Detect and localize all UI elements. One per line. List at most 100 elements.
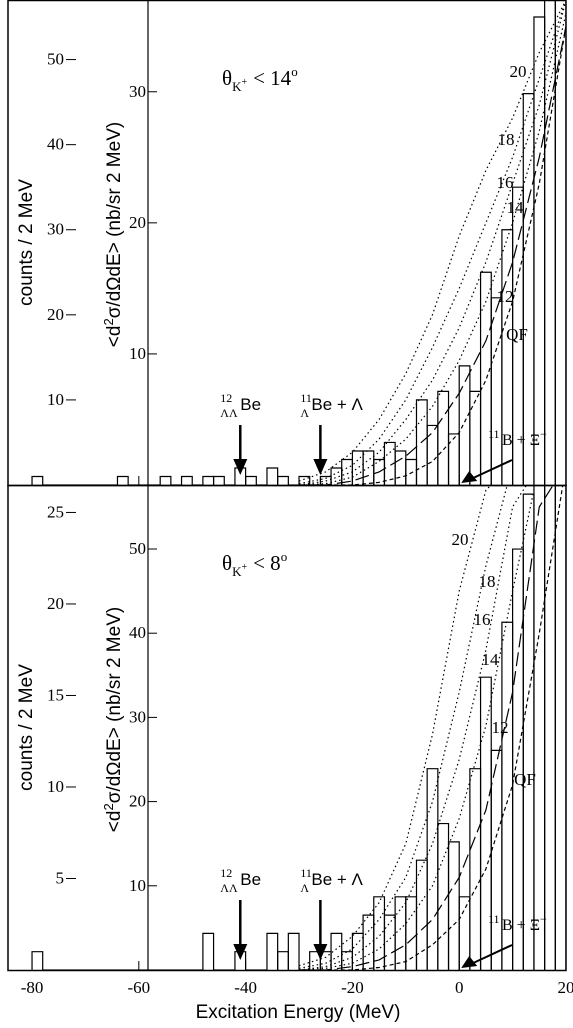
histogram-bin bbox=[287, 932, 300, 970]
y2-tick-label: 50 bbox=[129, 539, 146, 558]
plot-area bbox=[31, 0, 566, 485]
arrow-head bbox=[461, 956, 478, 968]
annotation-mass: 12 bbox=[220, 866, 232, 880]
annotation-part: B + Ξ bbox=[502, 432, 540, 449]
annotation-sup: − bbox=[540, 427, 547, 441]
histogram-bin bbox=[277, 475, 289, 485]
histogram-bin bbox=[116, 475, 129, 485]
arrow-head bbox=[233, 944, 248, 960]
histogram-bin bbox=[544, 485, 556, 970]
panel-label: θK+ < 14o bbox=[222, 64, 298, 94]
label-symbol: θ bbox=[222, 551, 232, 575]
annotation-sub: ΛΛ bbox=[220, 406, 238, 420]
histogram-bin bbox=[522, 493, 535, 970]
model-curve bbox=[298, 12, 566, 485]
histogram-bin bbox=[405, 896, 418, 970]
y2-tick-label: 30 bbox=[129, 82, 146, 101]
annotation-sub: Λ bbox=[300, 881, 309, 895]
annotation-mass: 11 bbox=[488, 912, 500, 926]
annotation-text: Be bbox=[240, 870, 261, 889]
panel-label: θK+ < 8o bbox=[222, 549, 287, 579]
model-curve bbox=[299, 485, 554, 970]
y-tick-label: 5 bbox=[56, 868, 65, 887]
x-tick-label: 20 bbox=[558, 978, 573, 997]
curve-label: 18 bbox=[498, 130, 515, 149]
annotation-part: B + Ξ bbox=[502, 917, 540, 934]
histogram-bin bbox=[469, 768, 482, 970]
histogram-bin bbox=[469, 390, 482, 485]
label-sup: o bbox=[281, 549, 288, 564]
curve-label: QF bbox=[514, 770, 536, 789]
model-curve bbox=[299, 26, 566, 485]
histogram-bin bbox=[522, 92, 535, 485]
y2-label-sup: 2 bbox=[101, 803, 116, 810]
curve-label: 18 bbox=[479, 572, 496, 591]
histogram-bin bbox=[266, 467, 279, 485]
histogram-bin bbox=[554, 485, 566, 970]
y2-tick-label: 20 bbox=[129, 792, 146, 811]
arrow-shaft bbox=[472, 944, 513, 964]
label-sub: K bbox=[232, 564, 242, 579]
annotation-mass: 12 bbox=[220, 391, 232, 405]
histogram-bin bbox=[394, 450, 407, 485]
histogram-bin bbox=[426, 424, 439, 485]
histogram-bin bbox=[490, 749, 503, 970]
histogram-bin bbox=[437, 390, 450, 485]
annotation-text: Be bbox=[240, 395, 261, 414]
y-tick-label: 30 bbox=[47, 220, 64, 239]
y2-tick-label: 10 bbox=[129, 876, 146, 895]
annotation-sup: − bbox=[540, 912, 547, 926]
histogram-bin bbox=[180, 475, 193, 485]
curve-label: 12 bbox=[497, 287, 514, 306]
histogram-bin bbox=[458, 365, 471, 485]
arrow-shaft bbox=[472, 459, 513, 479]
histogram-bin bbox=[212, 475, 225, 485]
annotation-text: Be + Λ bbox=[311, 870, 363, 889]
y2-label-part: σ/dΩdE> (nb/sr 2 MeV) bbox=[104, 122, 125, 318]
y-axis-label: counts / 2 MeV bbox=[16, 664, 37, 791]
arrow-head bbox=[313, 459, 328, 475]
arrow-head bbox=[233, 459, 248, 475]
curve-label: 14 bbox=[482, 650, 500, 669]
model-curve bbox=[298, 0, 566, 482]
histogram-bin bbox=[245, 475, 257, 485]
y-tick-label: 20 bbox=[47, 305, 64, 324]
histogram-bin bbox=[533, 16, 546, 485]
histogram-bin bbox=[351, 450, 364, 485]
y2-label-sup: 2 bbox=[101, 318, 116, 325]
histogram-bin bbox=[202, 475, 215, 485]
histogram-bin bbox=[31, 475, 44, 485]
annotation-text: B + Ξ− bbox=[502, 427, 547, 449]
x-tick-label: -20 bbox=[341, 978, 364, 997]
x-tick-label: -40 bbox=[234, 978, 257, 997]
y2-axis-label: <d2σ/dΩdE> (nb/sr 2 MeV) bbox=[101, 607, 125, 832]
curve-label: 14 bbox=[507, 198, 525, 217]
y-tick-label: 15 bbox=[47, 685, 64, 704]
label-sup: o bbox=[291, 64, 298, 79]
histogram-bin bbox=[512, 548, 524, 970]
annotation-text: Be + Λ bbox=[311, 395, 363, 414]
arrow-head bbox=[313, 944, 328, 960]
arrow-head bbox=[461, 471, 478, 483]
y2-label-part: <d bbox=[104, 811, 125, 833]
y-tick-label: 40 bbox=[47, 135, 64, 154]
x-axis-label: Excitation Energy (MeV) bbox=[196, 1002, 401, 1023]
curve-label: 20 bbox=[452, 530, 469, 549]
histogram-bin bbox=[447, 841, 460, 970]
model-curve bbox=[299, 26, 566, 485]
y2-tick-label: 40 bbox=[129, 623, 146, 642]
label-sub-sup: + bbox=[241, 77, 247, 88]
y2-axis-label: <d2σ/dΩdE> (nb/sr 2 MeV) bbox=[101, 122, 125, 347]
frame bbox=[7, 484, 567, 972]
histogram-bin bbox=[277, 951, 289, 970]
y-tick-label: 25 bbox=[47, 502, 64, 521]
histogram-bin bbox=[405, 458, 418, 485]
y-axis-label: counts / 2 MeV bbox=[16, 179, 37, 306]
curve-label: 20 bbox=[510, 62, 527, 81]
histogram-bin bbox=[341, 458, 354, 485]
x-tick-label: -80 bbox=[21, 978, 44, 997]
y2-tick-label: 20 bbox=[129, 213, 146, 232]
model-curve bbox=[299, 485, 564, 970]
histogram-bin bbox=[544, 0, 556, 485]
